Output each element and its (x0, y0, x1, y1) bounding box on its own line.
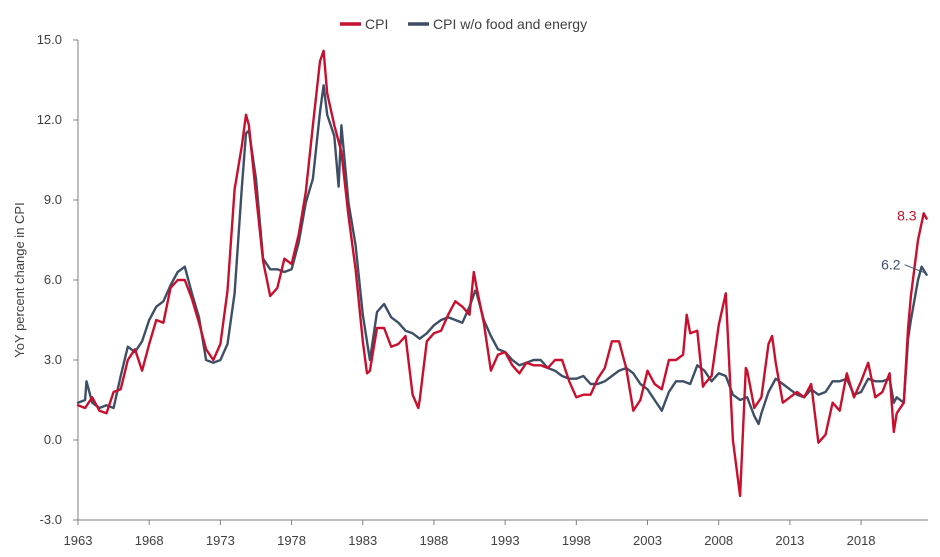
x-tick-label: 2013 (775, 533, 804, 548)
y-tick-label: 9.0 (44, 192, 62, 207)
x-tick-label: 1993 (491, 533, 520, 548)
legend: CPI CPI w/o food and energy (340, 16, 587, 32)
y-tick-label: 6.0 (44, 272, 62, 287)
x-tick-label: 1988 (419, 533, 448, 548)
y-tick-label: 12.0 (37, 112, 62, 127)
series-line-cpi (76, 49, 928, 498)
legend-label-cpi: CPI (365, 16, 388, 32)
legend-label-core-cpi: CPI w/o food and energy (433, 16, 587, 32)
series-layer (76, 49, 928, 498)
x-tick-label: 2003 (633, 533, 662, 548)
series-line-core-cpi (76, 84, 928, 426)
x-tick-label: 1973 (206, 533, 235, 548)
end-label-cpi: 8.3 (897, 208, 917, 224)
y-tick-label: -3.0 (40, 512, 62, 527)
y-tick-label: 0.0 (44, 432, 62, 447)
y-axis-title: YoY percent change in CPI (12, 202, 27, 357)
x-tick-label: 1983 (348, 533, 377, 548)
end-labels: 8.3 6.2 (881, 208, 925, 274)
end-label-leader-core-cpi (904, 264, 925, 274)
x-tick-label: 1963 (64, 533, 93, 548)
y-tick-label: 3.0 (44, 352, 62, 367)
x-tick-label: 1998 (562, 533, 591, 548)
x-tick-label: 1968 (135, 533, 164, 548)
end-label-core-cpi: 6.2 (881, 257, 901, 273)
x-tick-label: 2018 (847, 533, 876, 548)
x-axis: 1963 1968 1973 1978 1983 1988 1993 1998 2003 2008… (64, 519, 928, 548)
y-axis: -3.0 0.0 3.0 6.0 9.0 12.0 15.0 (37, 32, 79, 527)
y-tick-label: 15.0 (37, 32, 62, 47)
x-tick-label: 2008 (704, 533, 733, 548)
x-tick-label: 1978 (277, 533, 306, 548)
